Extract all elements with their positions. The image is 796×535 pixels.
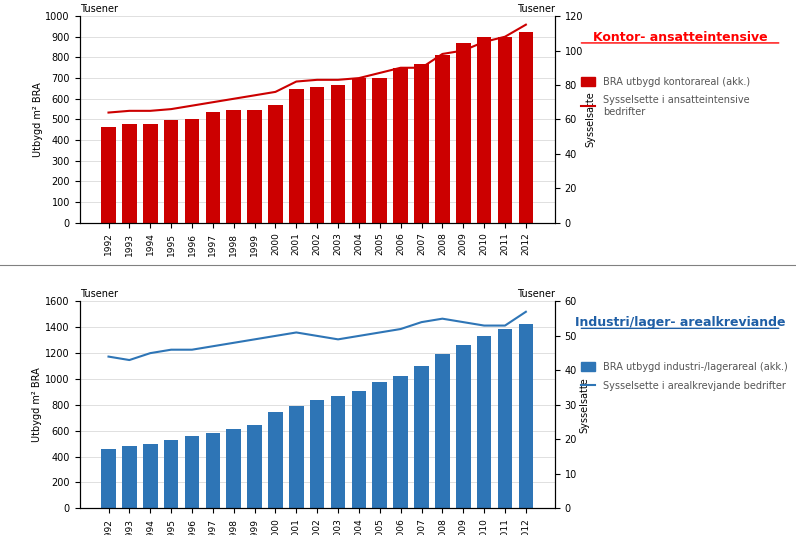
Bar [143, 444, 158, 508]
Bar [393, 68, 408, 223]
Y-axis label: Sysselsatte: Sysselsatte [586, 91, 595, 147]
Text: Tusener: Tusener [80, 289, 118, 300]
Y-axis label: Sysselsatte: Sysselsatte [579, 377, 590, 433]
Text: Tusener: Tusener [80, 4, 118, 14]
Bar [393, 376, 408, 508]
Bar [164, 120, 178, 223]
Text: Tusener: Tusener [517, 289, 555, 300]
Bar [498, 37, 513, 223]
Bar [435, 55, 450, 223]
Bar [185, 119, 199, 223]
Bar [310, 87, 325, 223]
Bar [268, 412, 283, 508]
Bar [414, 64, 429, 223]
Bar [122, 446, 137, 508]
Bar [205, 433, 220, 508]
Bar [373, 381, 387, 508]
Bar [414, 366, 429, 508]
Text: Industri/lager- arealkreviande: Industri/lager- arealkreviande [575, 316, 786, 329]
Bar [122, 124, 137, 223]
Bar [101, 449, 115, 508]
Bar [331, 396, 345, 508]
Bar [373, 78, 387, 223]
Bar [101, 127, 115, 223]
Bar [185, 436, 199, 508]
Y-axis label: Utbygd m² BRA: Utbygd m² BRA [33, 82, 43, 157]
Bar [498, 329, 513, 508]
Y-axis label: Utbygd m² BRA: Utbygd m² BRA [33, 368, 42, 442]
Bar [352, 78, 366, 223]
Bar [331, 85, 345, 223]
Bar [226, 110, 241, 223]
Bar [248, 425, 262, 508]
Bar [477, 335, 491, 508]
Bar [289, 89, 303, 223]
Bar [164, 440, 178, 508]
Bar [268, 105, 283, 223]
Bar [456, 345, 470, 508]
Bar [205, 112, 220, 223]
Bar [310, 400, 325, 508]
Bar [248, 110, 262, 223]
Legend: BRA utbygd kontorareal (akk.), Sysselsette i ansatteintensive
bedrifter: BRA utbygd kontorareal (akk.), Sysselset… [577, 73, 754, 121]
Bar [477, 37, 491, 223]
Bar [456, 43, 470, 223]
Text: Kontor- ansatteintensive: Kontor- ansatteintensive [593, 30, 767, 43]
Bar [226, 429, 241, 508]
Bar [435, 354, 450, 508]
Legend: BRA utbygd industri-/lagerareal (akk.), Sysselsette i arealkrevjande bedrifter: BRA utbygd industri-/lagerareal (akk.), … [577, 358, 792, 394]
Bar [289, 406, 303, 508]
Bar [518, 32, 533, 223]
Text: Tusener: Tusener [517, 4, 555, 14]
Bar [143, 124, 158, 223]
Bar [352, 391, 366, 508]
Bar [518, 324, 533, 508]
